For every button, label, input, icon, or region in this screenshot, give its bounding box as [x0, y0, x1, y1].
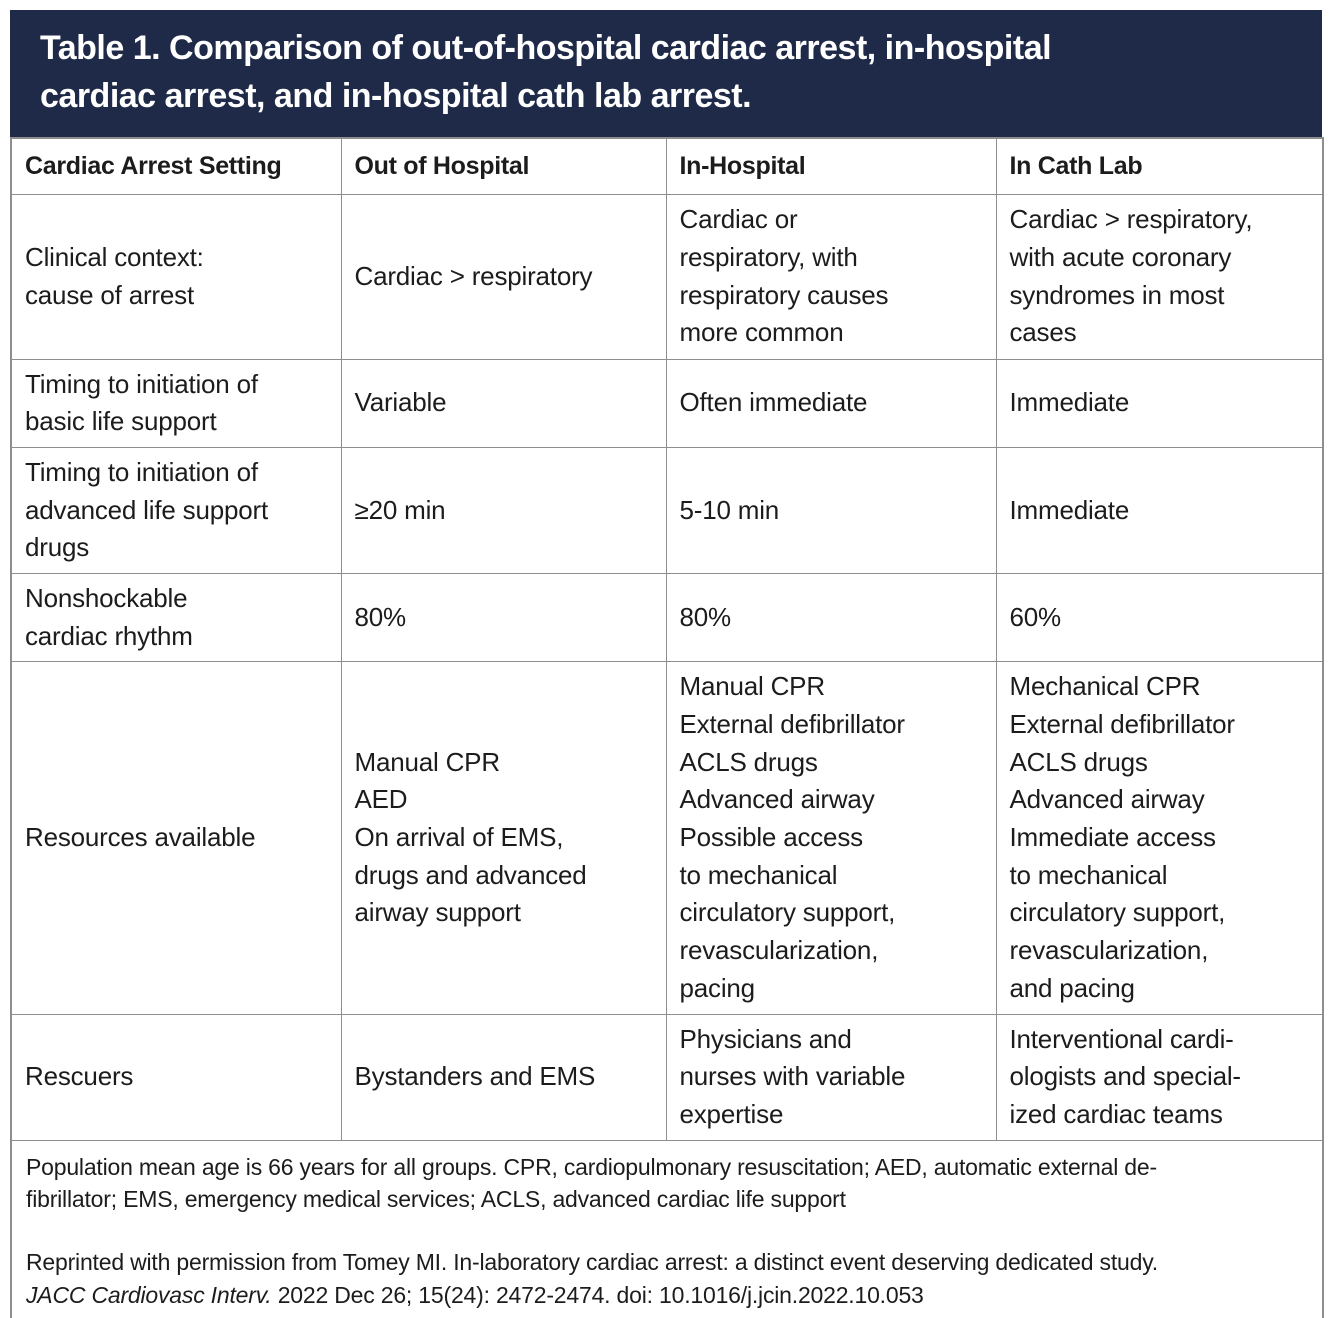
table-row-rescuers: Rescuers Bystanders and EMS Physicians a… — [10, 1013, 1324, 1141]
cell-out-of-hospital: Bystanders and EMS — [340, 1013, 667, 1141]
table-row-resources: Resources available Manual CPR AED On ar… — [10, 661, 1324, 1015]
cell-out-of-hospital: Cardiac > respiratory — [340, 193, 667, 360]
row-label: Resources available — [10, 661, 342, 1015]
row-label: Rescuers — [10, 1013, 342, 1141]
footnote-cell: Population mean age is 66 years for all … — [10, 1139, 1324, 1318]
cell-in-hospital: Manual CPR External defibrillator ACLS d… — [665, 661, 997, 1015]
cell-in-hospital: 5-10 min — [665, 446, 997, 574]
cell-in-hospital: Cardiac or respiratory, with respiratory… — [665, 193, 997, 360]
citation-details: 2022 Dec 26; 15(24): 2472-2474. doi: 10.… — [271, 1281, 924, 1308]
row-label: Clinical context: cause of arrest — [10, 193, 342, 360]
table-row-timing-basic: Timing to initiation of basic life suppo… — [10, 358, 1324, 448]
table-row-nonshockable-rhythm: Nonshockable cardiac rhythm 80% 80% 60% — [10, 572, 1324, 663]
row-label: Nonshockable cardiac rhythm — [10, 572, 342, 663]
cell-out-of-hospital: Manual CPR AED On arrival of EMS, drugs … — [340, 661, 667, 1015]
footnote-citation: Reprinted with permission from Tomey MI.… — [26, 1246, 1308, 1311]
cell-in-hospital: Often immediate — [665, 358, 997, 448]
cell-in-cath-lab: Immediate — [995, 446, 1324, 574]
cell-in-cath-lab: Mechanical CPR External defibrillator AC… — [995, 661, 1324, 1015]
cell-in-cath-lab: 60% — [995, 572, 1324, 663]
citation-reprint-text: Reprinted with permission from Tomey MI.… — [26, 1248, 1158, 1275]
col-header-out-of-hospital: Out of Hospital — [340, 137, 667, 195]
col-header-setting: Cardiac Arrest Setting — [10, 137, 342, 195]
cell-out-of-hospital: ≥20 min — [340, 446, 667, 574]
comparison-table: Cardiac Arrest Setting Out of Hospital I… — [10, 137, 1324, 1318]
header-row: Cardiac Arrest Setting Out of Hospital I… — [10, 137, 1324, 195]
cell-out-of-hospital: 80% — [340, 572, 667, 663]
cell-in-cath-lab: Interventional cardi- ologists and speci… — [995, 1013, 1324, 1141]
table-row-clinical-context: Clinical context: cause of arrest Cardia… — [10, 193, 1324, 360]
table-title: Table 1. Comparison of out-of-hospital c… — [10, 10, 1322, 137]
footnote-abbreviations: Population mean age is 66 years for all … — [26, 1153, 1157, 1213]
cell-in-cath-lab: Cardiac > respiratory, with acute corona… — [995, 193, 1324, 360]
row-label: Timing to initiation of advanced life su… — [10, 446, 342, 574]
col-header-in-cath-lab: In Cath Lab — [995, 137, 1324, 195]
citation-journal-name: JACC Cardiovasc Interv. — [26, 1281, 272, 1308]
cell-out-of-hospital: Variable — [340, 358, 667, 448]
table-row-timing-advanced: Timing to initiation of advanced life su… — [10, 446, 1324, 574]
cell-in-hospital: Physicians and nurses with variable expe… — [665, 1013, 997, 1141]
row-label: Timing to initiation of basic life suppo… — [10, 358, 342, 448]
cell-in-cath-lab: Immediate — [995, 358, 1324, 448]
footnote-row: Population mean age is 66 years for all … — [10, 1139, 1324, 1318]
cell-in-hospital: 80% — [665, 572, 997, 663]
col-header-in-hospital: In-Hospital — [665, 137, 997, 195]
